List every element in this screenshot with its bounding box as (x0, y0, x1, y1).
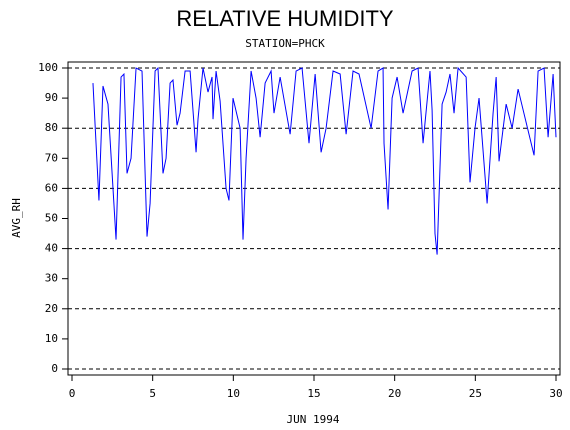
x-tick-label: 10 (227, 387, 240, 400)
x-tick-label: 20 (388, 387, 401, 400)
chart-subtitle: STATION=PHCK (245, 37, 325, 50)
y-tick-label: 60 (45, 181, 58, 194)
y-axis-label: AVG_RH (10, 198, 23, 238)
y-tick-label: 90 (45, 91, 58, 104)
plot-frame (67, 61, 561, 376)
y-tick-label: 30 (45, 272, 58, 285)
x-tick-label: 5 (149, 387, 156, 400)
x-tick-label: 30 (549, 387, 562, 400)
chart-title: RELATIVE HUMIDITY (176, 6, 394, 31)
x-axis-label: JUN 1994 (287, 413, 340, 426)
x-tick-label: 0 (69, 387, 76, 400)
y-tick-label: 20 (45, 302, 58, 315)
y-tick-label: 70 (45, 151, 58, 164)
data-line (92, 66, 557, 255)
y-tick-label: 50 (45, 212, 58, 225)
y-tick-label: 80 (45, 121, 58, 134)
y-tick-label: 10 (45, 332, 58, 345)
x-tick-label: 25 (469, 387, 482, 400)
y-tick-label: 100 (38, 61, 58, 74)
x-tick-label: 15 (307, 387, 320, 400)
y-tick-label: 0 (51, 362, 58, 375)
y-tick-label: 40 (45, 242, 58, 255)
